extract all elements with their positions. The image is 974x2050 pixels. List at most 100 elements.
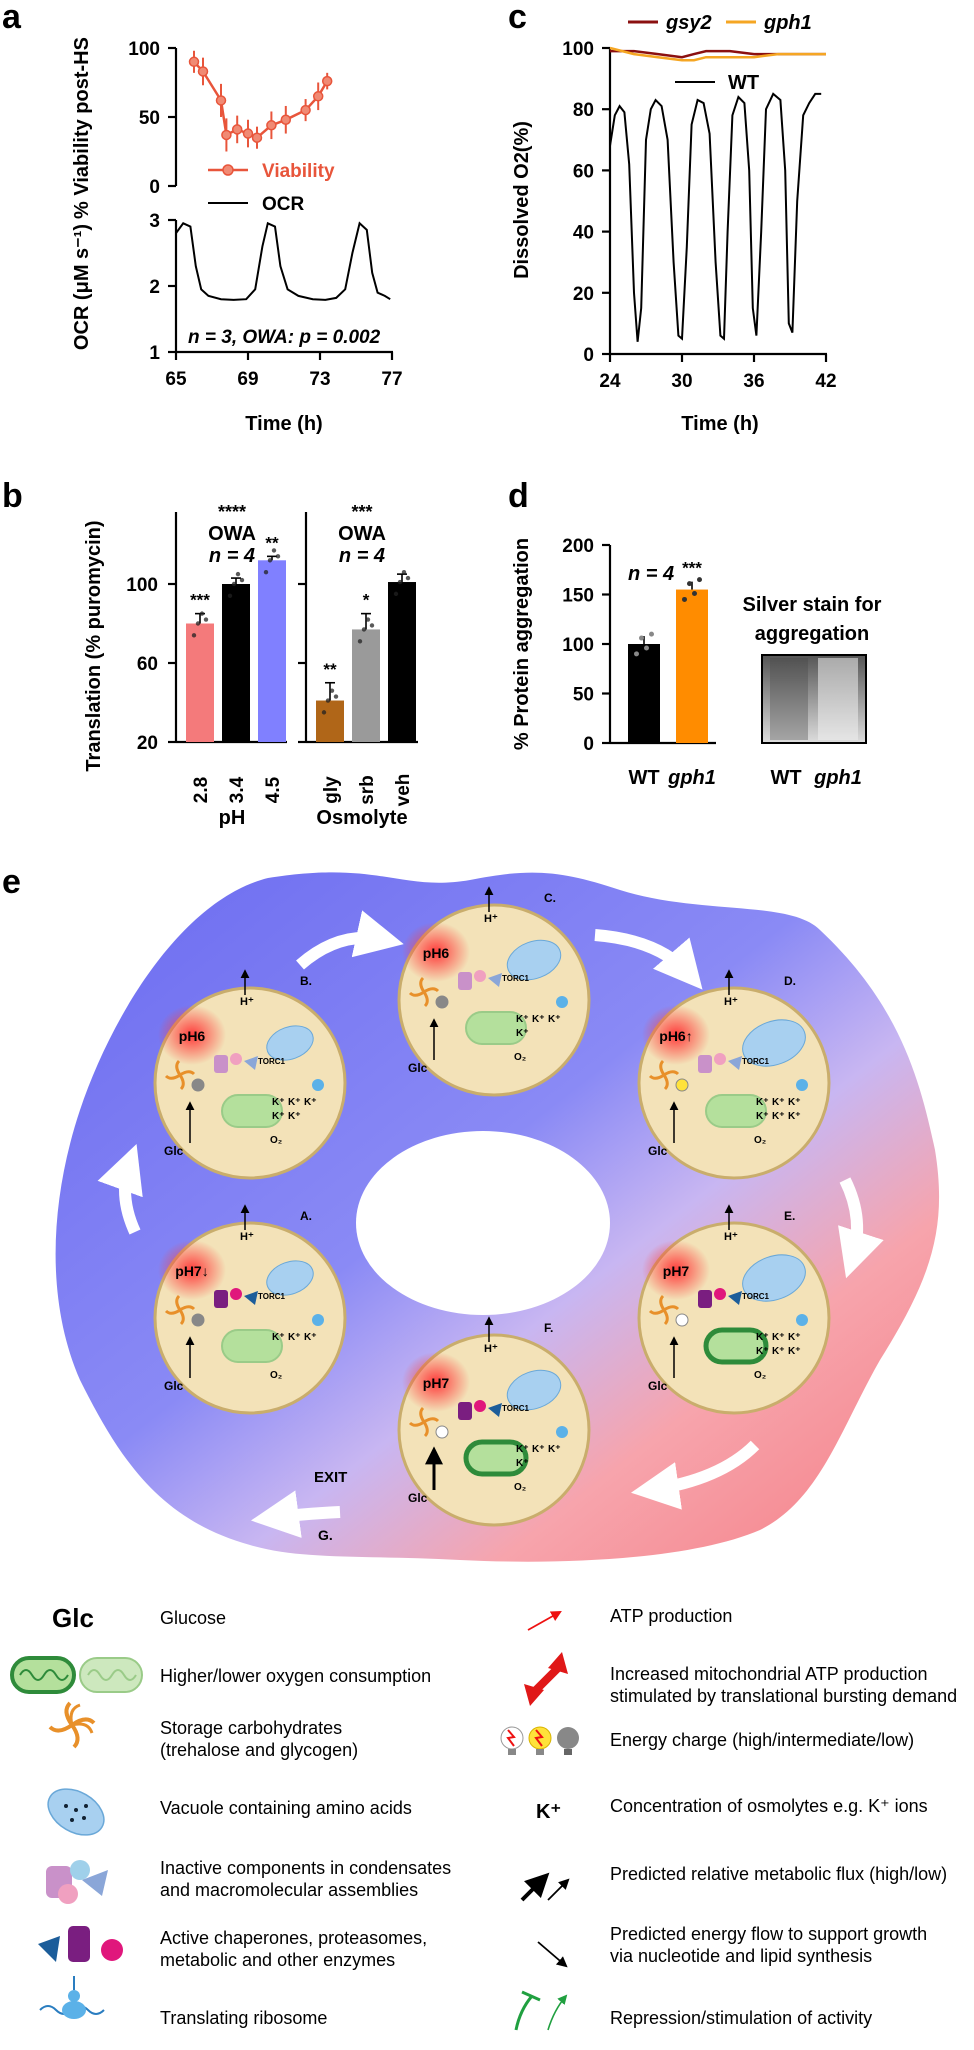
- k-ion-label: K⁺: [788, 1097, 801, 1108]
- b-sig-label: **: [323, 660, 337, 679]
- k-ion-label: K⁺: [756, 1346, 769, 1357]
- energy-bulb-icon: [435, 1425, 449, 1439]
- c-ytick-label: 80: [573, 100, 594, 121]
- legend-atp: ATP production: [610, 1606, 732, 1626]
- d-annotation: n = 4: [628, 563, 674, 585]
- c-legend-gsy2-label: gsy2: [665, 12, 712, 34]
- b-point: [321, 710, 327, 715]
- k-ion-label: K⁺: [548, 1444, 561, 1455]
- cell-letter: E.: [784, 1209, 795, 1223]
- d-category-label: WT: [628, 767, 659, 789]
- k-ion-label: K⁺: [756, 1332, 769, 1343]
- d-point: [692, 591, 697, 597]
- glc-text-icon: Glc: [52, 1603, 94, 1633]
- d-category-label: gph1: [667, 767, 716, 789]
- ribosome-icon: [39, 1976, 105, 2019]
- ph-spot: [402, 1352, 470, 1412]
- k-ion-label: K⁺: [516, 1028, 529, 1039]
- d-ytick-label: 50: [573, 685, 594, 706]
- vacuole-icon: [47, 1788, 105, 1836]
- legend-mito-atp-2: stimulated by translational bursting dem…: [610, 1686, 957, 1706]
- b-point: [271, 548, 277, 553]
- b-point: [365, 617, 371, 622]
- viability-point: [251, 132, 263, 143]
- cycle-center-hole: [356, 1131, 610, 1315]
- k-ion-label: K⁺: [516, 1458, 529, 1469]
- d-ytick-label: 200: [562, 536, 594, 557]
- b-bars: *** 2.8 3.4 ** 4.5 ** gly * srb veh: [186, 533, 416, 806]
- d-ytick-label: 0: [583, 734, 594, 755]
- d-point: [697, 577, 702, 583]
- b-ph-stat-n: n = 4: [209, 545, 255, 567]
- cycle-arrow-exit: [250, 1490, 341, 1538]
- cycle-arrow-a-b: [97, 1143, 143, 1235]
- proton-label: H⁺: [724, 1231, 738, 1243]
- b-point: [329, 688, 335, 693]
- panel-letter-d: d: [508, 477, 529, 515]
- d-point: [682, 596, 687, 602]
- d-ytick-label: 150: [562, 586, 594, 607]
- k-ion-icon: K⁺: [536, 1801, 561, 1823]
- b-category-label: gly: [321, 776, 342, 804]
- b-bar: [222, 584, 250, 742]
- vacuole-icon: [506, 1369, 562, 1411]
- c-ticks: 0 20 40 60 80 100 24 30 36 42: [562, 39, 836, 392]
- energy-bulb-icon: [675, 1078, 689, 1092]
- b-bar: [186, 623, 214, 742]
- mito-atp-arrow-icon: [524, 1652, 568, 1706]
- cycle-arrow-c-d: [594, 929, 703, 990]
- d-ylabel: % Protein aggregation: [511, 538, 533, 750]
- b-point: [397, 579, 403, 585]
- c-ytick-label: 60: [573, 161, 594, 182]
- d-gel-label-wt: WT: [770, 767, 801, 789]
- glc-label: Glc: [408, 1061, 428, 1075]
- o2-label: O₂: [754, 1135, 766, 1146]
- energy-bulb-icon: [435, 995, 449, 1009]
- b-ylabel: Translation (% puromycin): [83, 520, 105, 771]
- k-ion-label: K⁺: [288, 1097, 301, 1108]
- viability-point: [197, 66, 209, 77]
- ph-label: pH6: [179, 1028, 206, 1044]
- condensate-icon: [46, 1860, 108, 1904]
- ph-label: pH7: [663, 1263, 690, 1279]
- c-xtick-label: 36: [743, 371, 764, 392]
- torc1-label: TORC1: [742, 1292, 770, 1301]
- ph-label: pH6↑: [659, 1028, 692, 1044]
- k-ion-label: K⁺: [788, 1111, 801, 1122]
- d-sig-label: ***: [682, 559, 702, 578]
- b-bar: [258, 560, 286, 742]
- protein-complex-icon: [458, 972, 472, 990]
- k-ion-label: K⁺: [788, 1332, 801, 1343]
- d-ticks: 0 50 100 150 200: [562, 536, 610, 755]
- c-series: [609, 46, 826, 342]
- c-legend-wt-label: WT: [728, 72, 759, 94]
- legend-ribosome: Translating ribosome: [160, 2008, 327, 2028]
- legend-osmolytes: Concentration of osmolytes e.g. K⁺ ions: [610, 1796, 928, 1816]
- mitochondria-icon: [221, 1094, 283, 1128]
- a-bottom-ytick-1: 1: [149, 343, 160, 364]
- d-gel-image: [761, 654, 867, 744]
- glc-label: Glc: [648, 1379, 668, 1393]
- a-bottom-ylabel: OCR (μM s⁻¹): [71, 224, 93, 350]
- b-point: [401, 569, 407, 575]
- b-point: [275, 554, 281, 559]
- viability-point: [221, 129, 232, 141]
- proton-label: H⁺: [240, 1231, 254, 1243]
- o2-label: O₂: [754, 1370, 766, 1381]
- d-ytick-label: 100: [562, 635, 594, 656]
- d-point: [634, 651, 639, 657]
- energy-bulb-icon: [191, 1313, 205, 1327]
- legend-inactive-2: and macromolecular assemblies: [160, 1880, 418, 1900]
- ribosome-icon: [312, 1314, 324, 1326]
- ribosome-icon: [796, 1079, 808, 1091]
- c-ytick-label: 20: [573, 284, 594, 305]
- b-sig-label: **: [265, 533, 279, 552]
- legend-energy-flow: Predicted energy flow to support growth: [610, 1924, 927, 1944]
- ph-spot: [642, 1005, 710, 1065]
- torc1-label: TORC1: [258, 1057, 286, 1066]
- storage-carbohydrate-icon: [164, 1059, 196, 1091]
